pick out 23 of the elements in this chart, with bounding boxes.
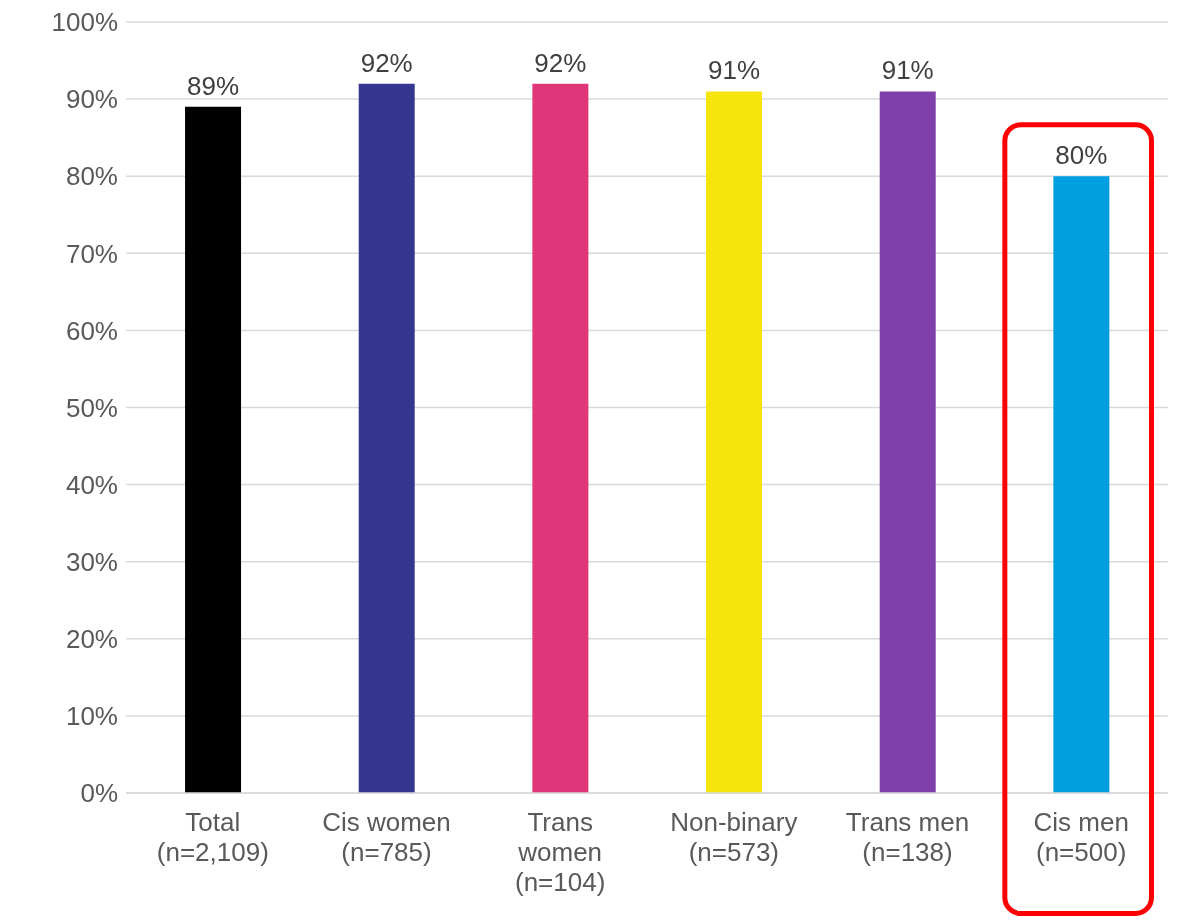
data-label: 80% xyxy=(1055,140,1108,171)
data-label: 91% xyxy=(708,55,761,86)
y-tick-label: 20% xyxy=(65,624,118,655)
y-tick-label: 40% xyxy=(65,469,118,500)
y-tick-label: 60% xyxy=(65,315,118,346)
data-label: 92% xyxy=(534,47,587,78)
data-label: 89% xyxy=(187,70,240,101)
y-tick-label: 30% xyxy=(65,546,118,577)
y-tick-label: 10% xyxy=(65,701,118,732)
data-label: 91% xyxy=(881,55,934,86)
data-label: 92% xyxy=(360,47,413,78)
x-tick-label: Trans women (n=104) xyxy=(514,807,606,897)
y-tick-label: 90% xyxy=(65,84,118,115)
x-tick-label: Cis women (n=785) xyxy=(322,807,451,867)
y-tick-label: 80% xyxy=(65,161,118,192)
x-tick-label: Cis men (n=500) xyxy=(1033,807,1129,867)
x-tick-label: Trans men (n=138) xyxy=(845,807,970,867)
y-tick-label: 100% xyxy=(51,7,118,38)
y-tick-label: 70% xyxy=(65,238,118,269)
x-tick-label: Total (n=2,109) xyxy=(156,807,269,867)
y-tick-label: 50% xyxy=(65,392,118,423)
x-tick-label: Non-binary (n=573) xyxy=(670,807,798,867)
y-tick-label: 0% xyxy=(80,778,118,809)
